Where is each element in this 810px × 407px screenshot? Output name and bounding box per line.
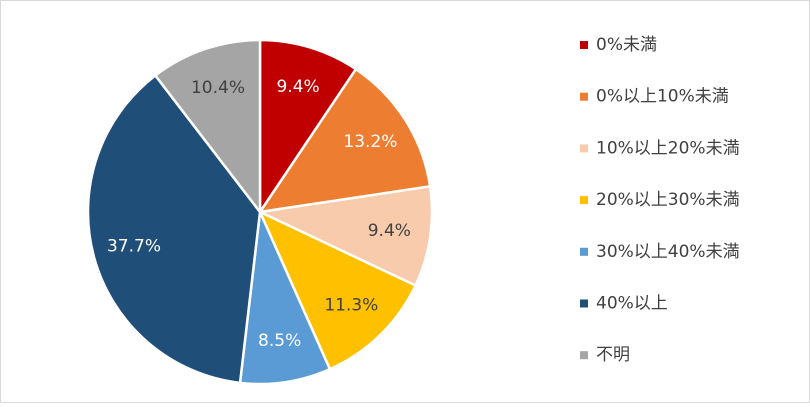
legend-label: 30%以上40%未満 [596, 242, 740, 262]
data-label: 10.4% [191, 78, 245, 98]
pie-slice [258, 38, 358, 217]
data-label: 9.4% [368, 221, 411, 241]
data-label: 13.2% [343, 132, 397, 152]
data-label: 11.3% [324, 296, 378, 316]
legend-marker [580, 247, 588, 256]
legend-marker [580, 299, 588, 308]
pie-slice [255, 184, 434, 288]
legend-label: 0%未満 [596, 35, 657, 55]
pie-slice [238, 207, 332, 386]
legend-label: 20%以上30%未満 [596, 190, 740, 210]
pie-slice [257, 67, 432, 214]
legend-marker [580, 351, 588, 360]
data-label: 8.5% [258, 331, 301, 351]
legend-label: 0%以上10%未満 [596, 87, 729, 107]
legend-marker [580, 41, 588, 49]
legend-marker [580, 196, 588, 205]
pie-slice [86, 73, 262, 385]
pie-slice [153, 38, 262, 216]
legend-marker [580, 92, 588, 101]
pie-slice [257, 209, 418, 371]
legend-marker [580, 144, 588, 153]
data-label: 9.4% [276, 77, 319, 97]
legend-label: 40%以上 [596, 294, 668, 314]
legend-label: 不明 [596, 345, 630, 365]
data-label: 37.7% [107, 237, 161, 257]
legend-label: 10%以上20%未満 [596, 138, 740, 158]
